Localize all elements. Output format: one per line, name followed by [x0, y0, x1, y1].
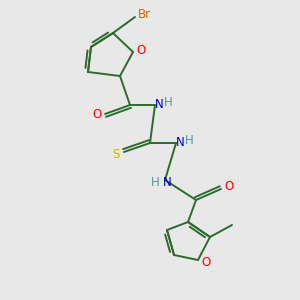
Text: O: O — [201, 256, 211, 269]
Text: O: O — [92, 109, 102, 122]
Text: S: S — [112, 148, 120, 160]
Text: N: N — [176, 136, 184, 148]
Text: O: O — [136, 44, 146, 58]
Text: Br: Br — [137, 8, 151, 20]
Text: N: N — [154, 98, 164, 110]
Text: H: H — [151, 176, 159, 190]
Text: H: H — [184, 134, 194, 146]
Text: O: O — [224, 181, 234, 194]
Text: N: N — [163, 176, 171, 190]
Text: H: H — [164, 95, 172, 109]
